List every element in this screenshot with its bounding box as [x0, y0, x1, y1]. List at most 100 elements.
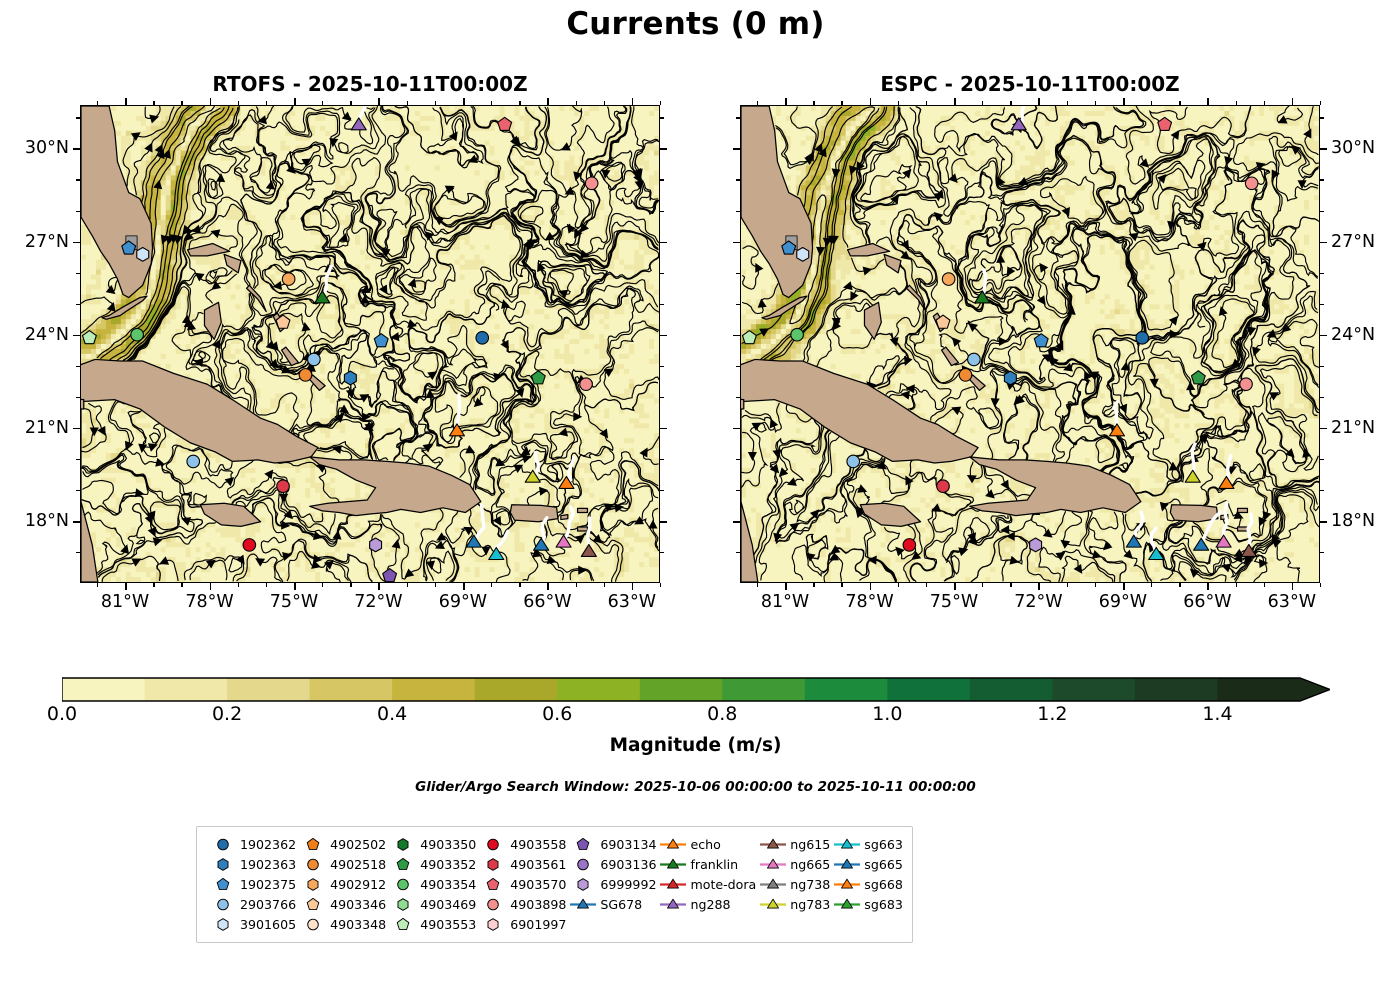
legend-label-empty — [690, 914, 756, 934]
x-tick-top — [293, 98, 296, 105]
legend-marker-sg668 — [830, 874, 864, 894]
x-minor-tick-top — [660, 101, 662, 105]
y-tick-right — [1320, 520, 1327, 523]
y-minor-tick — [736, 303, 740, 305]
y-minor-tick-right — [1320, 458, 1324, 461]
legend-label-empty — [864, 914, 903, 934]
y-minor-tick-right — [660, 458, 664, 461]
map-canvas-rtofs[interactable] — [80, 105, 660, 583]
y-minor-tick-right — [1320, 272, 1324, 274]
legend-label: ng738 — [790, 874, 830, 894]
x-tick — [1038, 583, 1041, 590]
legend-label: 6903134 — [600, 834, 656, 854]
y-minor-tick — [76, 551, 80, 554]
legend-marker-4903570 — [476, 874, 510, 894]
map-canvas-espc[interactable] — [740, 105, 1320, 583]
legend-label: 1902363 — [240, 854, 296, 874]
x-tick-top — [462, 98, 465, 105]
x-minor-tick — [153, 583, 155, 587]
x-minor-tick — [406, 583, 408, 587]
y-tick-right — [1320, 334, 1327, 337]
y-minor-tick-right — [1320, 117, 1324, 119]
legend-label: ng288 — [690, 894, 756, 914]
colorbar-tick-label: 0.6 — [517, 703, 597, 725]
legend-marker-empty — [830, 914, 864, 934]
legend-label: 4903469 — [420, 894, 476, 914]
colorbar-tick-label: 1.0 — [847, 703, 927, 725]
y-tick-right — [660, 148, 667, 151]
colorbar-tick-label: 1.2 — [1012, 703, 1092, 725]
x-minor-tick-top — [1094, 101, 1097, 105]
x-tick-top — [631, 98, 634, 105]
x-minor-tick — [1151, 583, 1153, 587]
x-minor-tick — [1320, 583, 1322, 587]
legend-label: 6901997 — [510, 914, 566, 934]
y-minor-tick-right — [660, 365, 664, 368]
legend-marker-franklin — [656, 854, 690, 874]
x-tick — [785, 583, 787, 590]
y-minor-tick — [76, 272, 80, 274]
legend-marker-ng738 — [756, 874, 790, 894]
legend-label: sg663 — [864, 834, 903, 854]
y-tick-label: 18°N — [1320, 511, 1391, 531]
y-minor-tick-right — [660, 210, 664, 212]
y-minor-tick-right — [660, 396, 664, 399]
x-minor-tick — [96, 583, 99, 587]
x-tick — [1122, 583, 1125, 590]
y-tick-label: 21°N — [0, 418, 80, 438]
legend-label: 4903346 — [330, 894, 386, 914]
y-tick — [733, 241, 740, 244]
x-minor-tick-top — [603, 101, 605, 105]
y-tick-right — [1320, 427, 1327, 430]
x-minor-tick — [575, 583, 577, 587]
legend-marker-4903898 — [476, 894, 510, 914]
x-minor-tick-top — [1320, 101, 1322, 105]
x-minor-tick-top — [322, 101, 324, 105]
x-minor-tick — [1263, 583, 1265, 587]
x-tick — [547, 583, 549, 590]
legend-table: 1902362 4902502 4903350 4903558 6903134 echo n… — [206, 834, 903, 934]
x-minor-tick-top — [1066, 101, 1068, 105]
legend-label: sg668 — [864, 874, 903, 894]
legend-label: 4903570 — [510, 874, 566, 894]
x-minor-tick — [434, 583, 437, 587]
legend-label: 4903352 — [420, 854, 476, 874]
x-tick-label: 81°W — [80, 592, 170, 612]
x-minor-tick-top — [181, 101, 183, 105]
y-tick-right — [660, 427, 667, 430]
y-minor-tick — [736, 365, 740, 368]
x-minor-tick-top — [491, 101, 493, 105]
x-minor-tick — [1179, 583, 1181, 587]
y-tick — [733, 520, 740, 523]
y-tick — [73, 148, 80, 151]
legend-label: 4903898 — [510, 894, 566, 914]
legend-marker-empty — [656, 914, 690, 934]
legend-marker-3901605 — [206, 914, 240, 934]
legend-marker-4903553 — [386, 914, 420, 934]
legend-label: 1902362 — [240, 834, 296, 854]
x-minor-tick — [660, 583, 662, 587]
x-minor-tick-top — [1151, 101, 1153, 105]
legend-label: franklin — [690, 854, 756, 874]
x-minor-tick — [982, 583, 984, 587]
y-tick-right — [1320, 148, 1327, 151]
legend-marker-1902375 — [206, 874, 240, 894]
x-minor-tick — [491, 583, 493, 587]
y-minor-tick — [76, 489, 80, 492]
y-minor-tick-right — [1320, 396, 1324, 399]
x-tick-top — [1207, 98, 1209, 105]
y-minor-tick — [736, 489, 740, 492]
x-tick-label: 72°W — [333, 592, 423, 612]
x-minor-tick — [237, 583, 239, 587]
x-minor-tick-top — [406, 101, 408, 105]
legend-marker-4903346 — [296, 894, 330, 914]
y-tick-label: 27°N — [1320, 232, 1391, 252]
x-minor-tick-top — [897, 101, 899, 105]
legend-marker-1902362 — [206, 834, 240, 854]
legend-marker-4902518 — [296, 854, 330, 874]
x-tick-label: 72°W — [993, 592, 1083, 612]
legend-row: 1902363 4902518 4903352 4903561 6903136 frank… — [206, 854, 903, 874]
legend-row: 1902362 4902502 4903350 4903558 6903134 echo n… — [206, 834, 903, 854]
legend-label-empty — [790, 914, 830, 934]
